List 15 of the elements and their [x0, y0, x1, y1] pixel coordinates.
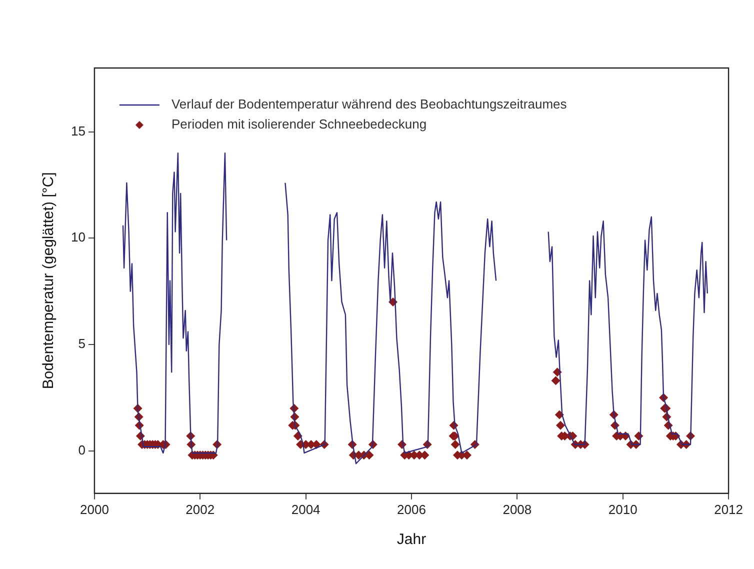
x-tick-label: 2000 [80, 502, 109, 517]
x-tick-label: 2004 [291, 502, 320, 517]
x-axis-title: Jahr [396, 531, 426, 548]
x-tick-label: 2010 [608, 502, 638, 517]
y-tick-label: 0 [78, 442, 86, 458]
x-tick-label: 2012 [714, 502, 743, 517]
y-axis-title: Bodentemperatur (geglättet) [°C] [40, 172, 58, 390]
x-tick-label: 2008 [502, 502, 532, 517]
x-tick-label: 2002 [186, 502, 215, 517]
y-tick-label: 15 [70, 123, 86, 138]
legend-label: Perioden mit isolierender Schneebedeckung [171, 116, 427, 132]
y-tick-label: 10 [70, 230, 86, 245]
y-tick-label: 5 [78, 336, 86, 352]
legend-label: Verlauf der Bodentemperatur während des Beobachtungszeitraumes [171, 96, 568, 112]
x-tick-label: 2006 [397, 502, 426, 517]
